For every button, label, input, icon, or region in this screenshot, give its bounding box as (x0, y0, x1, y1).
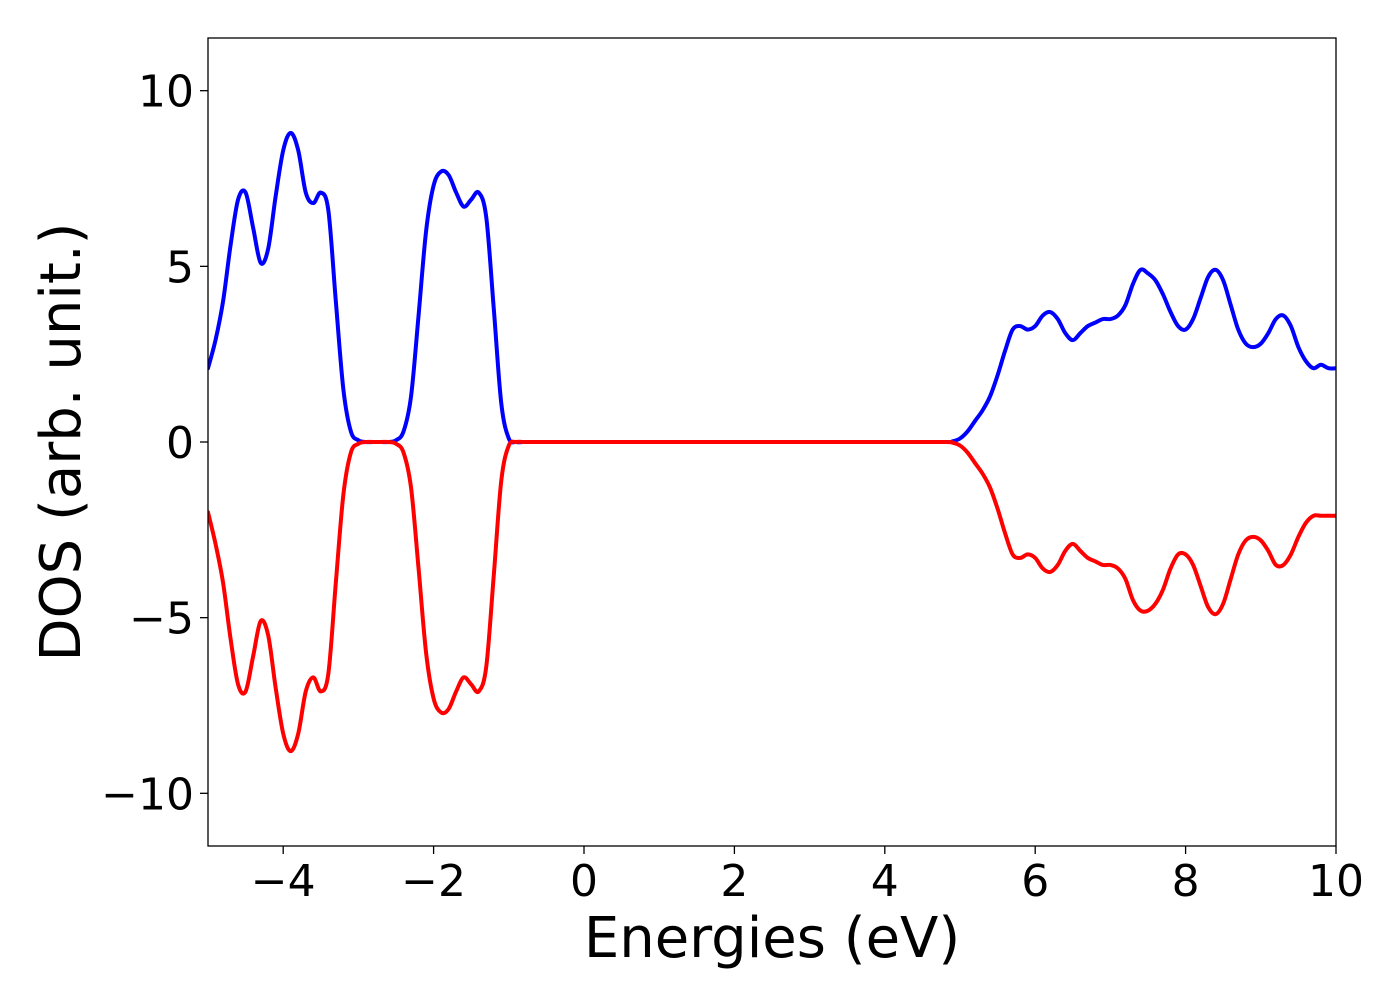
y-tick-label: 5 (166, 242, 194, 293)
y-axis-ticks: 10 5 0 −5 −10 (101, 67, 208, 820)
x-tick-label: 2 (720, 856, 748, 907)
x-tick-label: 4 (871, 856, 899, 907)
x-tick-label: 6 (1021, 856, 1049, 907)
dos-line-red (208, 439, 1336, 754)
x-tick-label: −2 (401, 856, 466, 907)
x-axis-label: Energies (eV) (584, 906, 960, 971)
y-tick-label: −10 (101, 769, 194, 820)
y-axis-label: DOS (arb. unit.) (29, 222, 94, 661)
x-tick-label: 0 (570, 856, 598, 907)
y-tick-label: 10 (138, 67, 194, 118)
x-tick-label: −4 (251, 856, 316, 907)
y-tick-label: −5 (129, 594, 194, 645)
x-axis-ticks: −4 −2 0 2 4 6 8 10 (251, 846, 1364, 907)
x-tick-label: 10 (1308, 856, 1364, 907)
series-layer (208, 130, 1336, 754)
y-tick-label: 0 (166, 418, 194, 469)
x-tick-label: 8 (1172, 856, 1200, 907)
